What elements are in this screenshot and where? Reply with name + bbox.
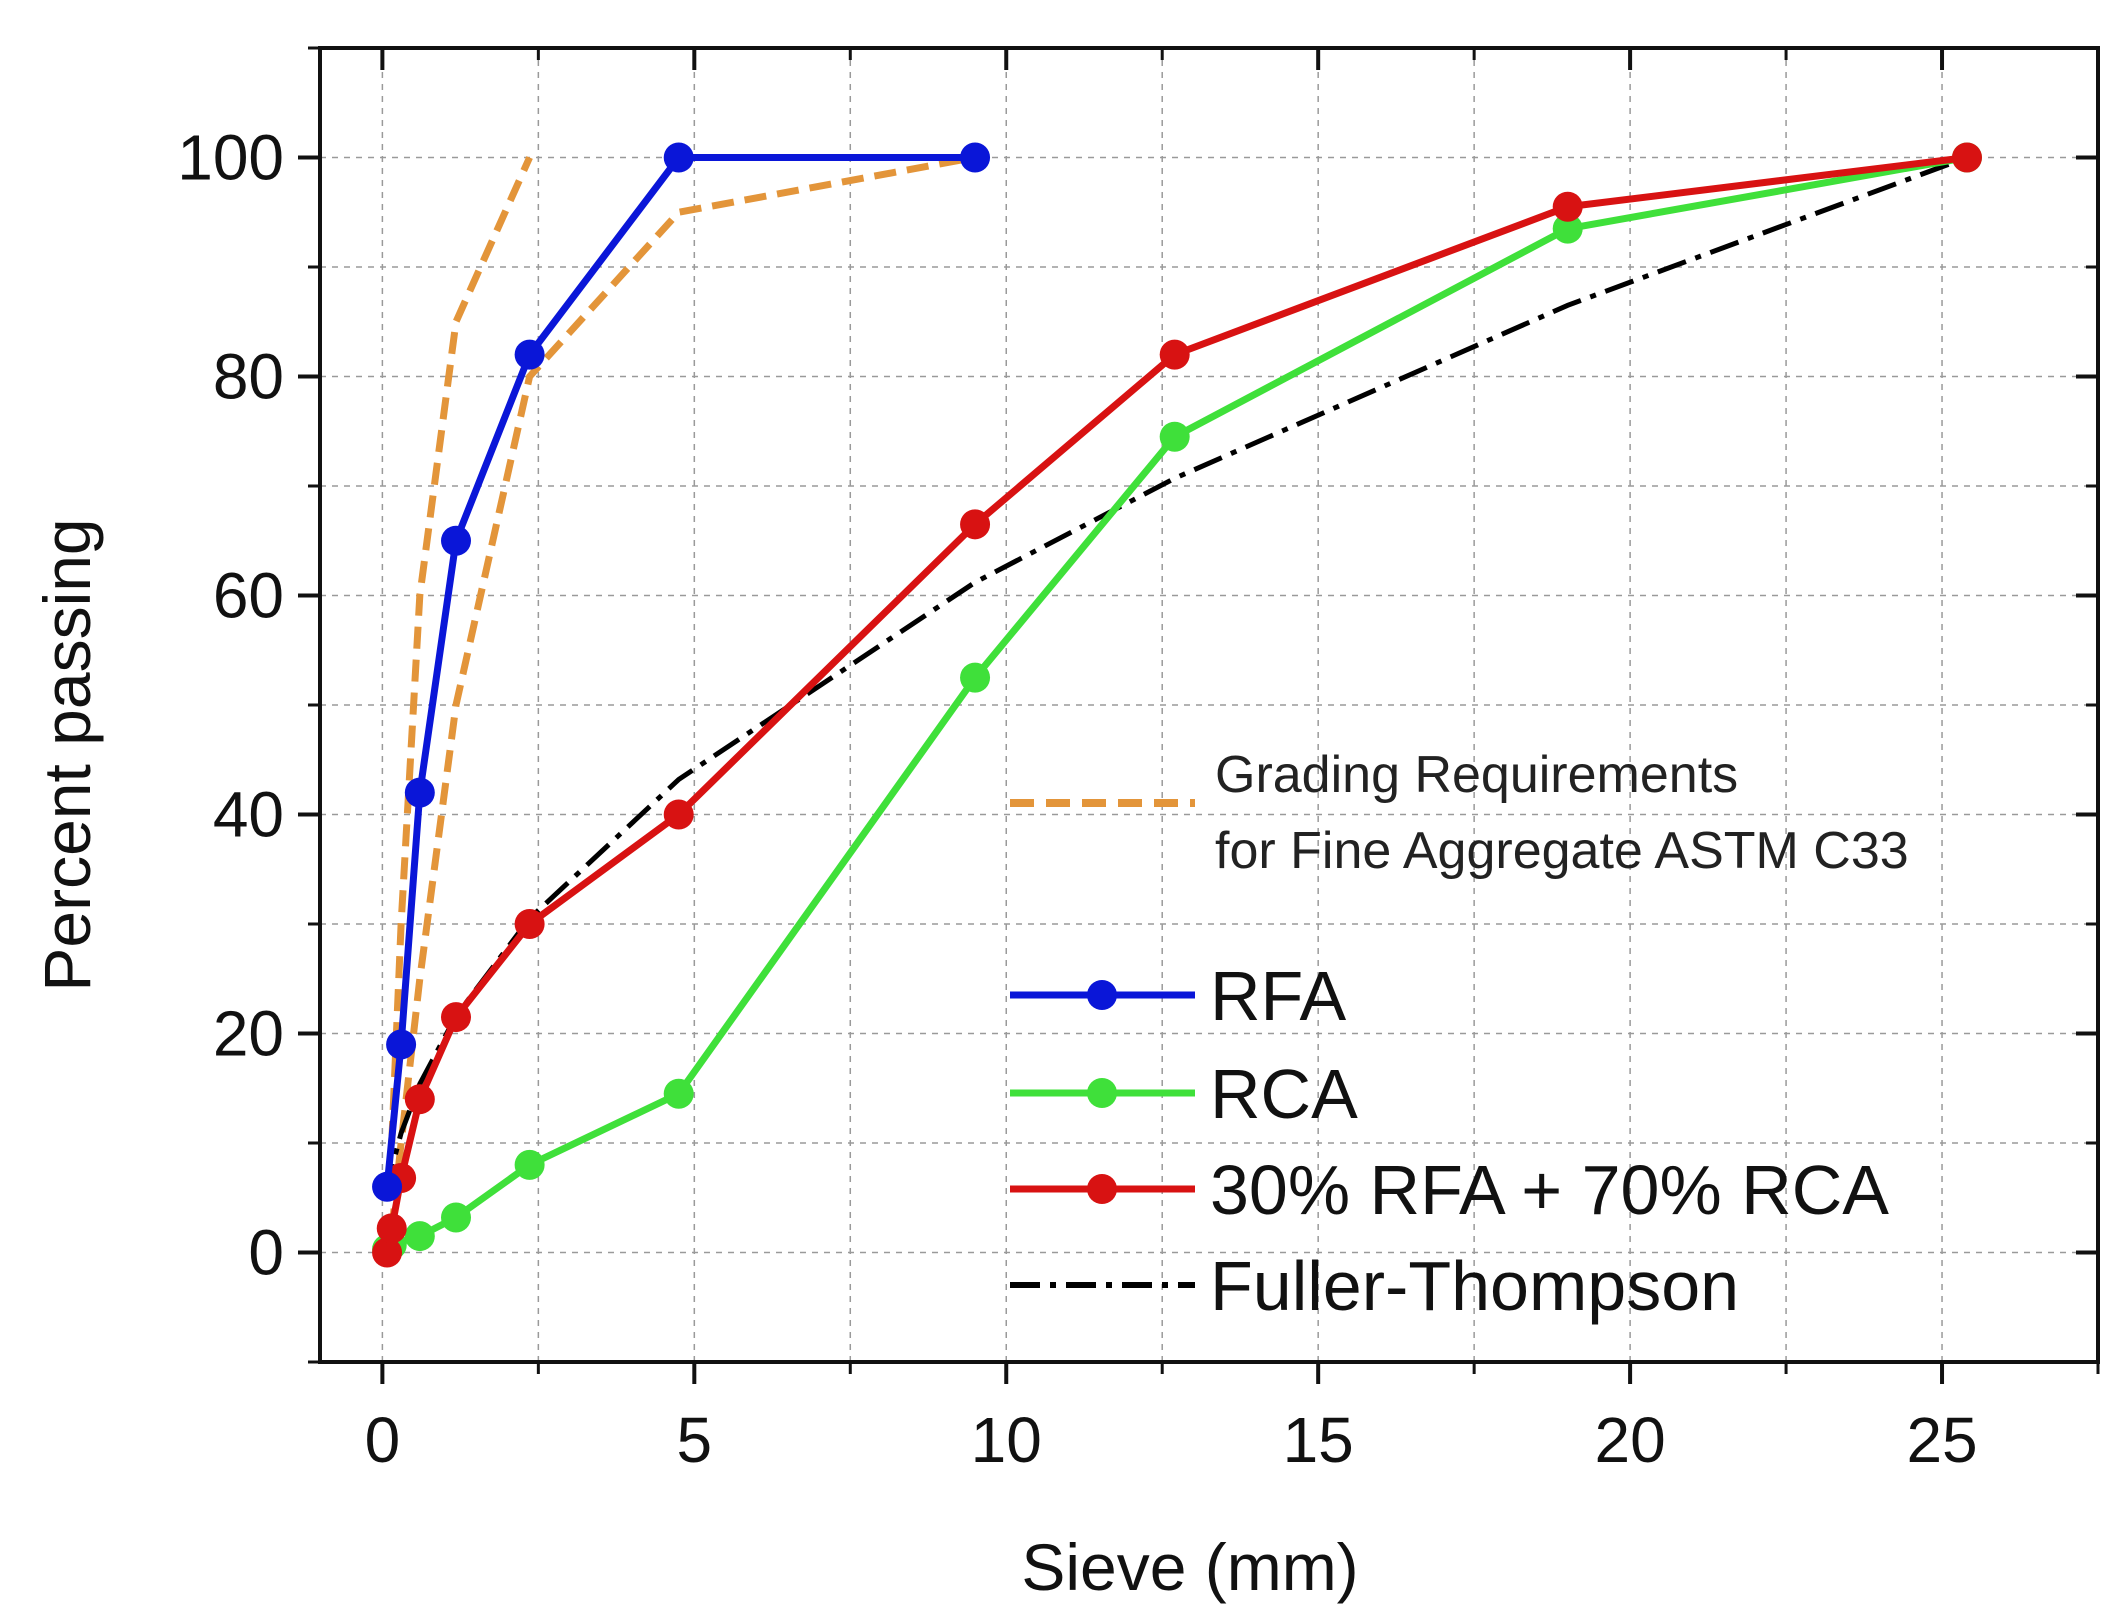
legend-rca-marker	[1087, 1078, 1117, 1108]
blend-point	[960, 509, 991, 540]
legend-rca-label: RCA	[1210, 1055, 1358, 1133]
blend-point	[663, 799, 694, 830]
rfa-point	[441, 525, 472, 556]
legend-blend-label: 30% RFA + 70% RCA	[1210, 1151, 1889, 1229]
data-series	[372, 142, 1982, 1268]
rca-point	[404, 1221, 435, 1252]
blend-point	[376, 1213, 407, 1244]
x-tick-label: 0	[365, 1404, 401, 1476]
legend-rfa-label: RFA	[1210, 957, 1346, 1035]
y-tick-label: 100	[177, 122, 284, 194]
grading-band	[388, 154, 976, 1231]
legend: Grading Requirements for Fine Aggregate …	[1010, 746, 1909, 1325]
legend-astm-label-line2: for Fine Aggregate ASTM C33	[1215, 822, 1909, 880]
astm-lower-limit-line	[388, 154, 976, 1231]
rca-point	[960, 662, 991, 693]
rfa-point	[386, 1029, 417, 1060]
rfa-point	[663, 142, 694, 173]
x-axis-title: Sieve (mm)	[1021, 1530, 1358, 1604]
blend-point	[372, 1237, 403, 1268]
blend-point	[514, 909, 545, 939]
astm-upper-limit-line	[388, 156, 533, 1144]
x-tick-label: 5	[677, 1404, 713, 1476]
blend-point	[404, 1084, 435, 1115]
blend-point	[1951, 142, 1982, 173]
y-tick-label: 60	[213, 560, 284, 632]
rfa-point	[372, 1171, 403, 1202]
blend-point	[1159, 339, 1190, 370]
legend-astm-label-line1: Grading Requirements	[1215, 746, 1738, 804]
legend-rfa-marker	[1087, 980, 1117, 1010]
x-tick-label: 15	[1283, 1404, 1354, 1476]
fuller-thompson-line	[384, 155, 1968, 1194]
legend-fuller-label: Fuller-Thompson	[1210, 1247, 1739, 1325]
blend-point	[441, 1002, 472, 1033]
rfa-point	[404, 777, 435, 808]
y-axis-title: Percent passing	[30, 518, 104, 991]
x-tick-label: 25	[1906, 1404, 1977, 1476]
x-tick-label: 10	[971, 1404, 1042, 1476]
legend-blend-marker	[1087, 1174, 1117, 1204]
rca-point	[1159, 421, 1190, 452]
rca-point	[1552, 213, 1583, 244]
rca-point	[441, 1202, 472, 1233]
blend-point	[1552, 191, 1583, 222]
rfa-point	[960, 142, 991, 173]
y-tick-label: 20	[213, 998, 284, 1070]
rca-point	[663, 1078, 694, 1109]
y-tick-label: 80	[213, 341, 284, 413]
x-tick-label: 20	[1595, 1404, 1666, 1476]
y-tick-label: 0	[248, 1217, 284, 1289]
rca-point	[514, 1149, 545, 1180]
rfa-point	[514, 339, 545, 370]
y-tick-label: 40	[213, 779, 284, 851]
axis-ticks: 0 5 10 15 20 25 0 20 40 60 80 100	[177, 46, 2100, 1476]
